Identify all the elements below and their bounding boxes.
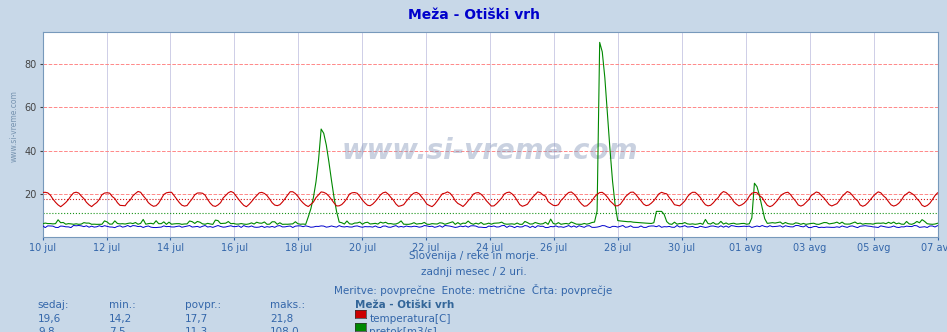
Text: 7,5: 7,5 bbox=[109, 327, 126, 332]
Text: www.si-vreme.com: www.si-vreme.com bbox=[342, 137, 638, 165]
Text: pretok[m3/s]: pretok[m3/s] bbox=[369, 327, 438, 332]
Text: maks.:: maks.: bbox=[270, 300, 305, 310]
Text: Meritve: povprečne  Enote: metrične  Črta: povprečje: Meritve: povprečne Enote: metrične Črta:… bbox=[334, 284, 613, 296]
Text: 19,6: 19,6 bbox=[38, 314, 62, 324]
Text: sedaj:: sedaj: bbox=[38, 300, 69, 310]
Text: www.si-vreme.com: www.si-vreme.com bbox=[9, 90, 19, 162]
Text: 11,3: 11,3 bbox=[185, 327, 208, 332]
Text: 9,8: 9,8 bbox=[38, 327, 55, 332]
Text: Meža - Otiški vrh: Meža - Otiški vrh bbox=[355, 300, 455, 310]
Text: 21,8: 21,8 bbox=[270, 314, 294, 324]
Text: temperatura[C]: temperatura[C] bbox=[369, 314, 451, 324]
Text: min.:: min.: bbox=[109, 300, 135, 310]
Text: zadnji mesec / 2 uri.: zadnji mesec / 2 uri. bbox=[420, 267, 527, 277]
Text: povpr.:: povpr.: bbox=[185, 300, 221, 310]
Text: 108,0: 108,0 bbox=[270, 327, 299, 332]
Text: Slovenija / reke in morje.: Slovenija / reke in morje. bbox=[408, 251, 539, 261]
Text: 17,7: 17,7 bbox=[185, 314, 208, 324]
Text: Meža - Otiški vrh: Meža - Otiški vrh bbox=[407, 8, 540, 22]
Text: 14,2: 14,2 bbox=[109, 314, 133, 324]
